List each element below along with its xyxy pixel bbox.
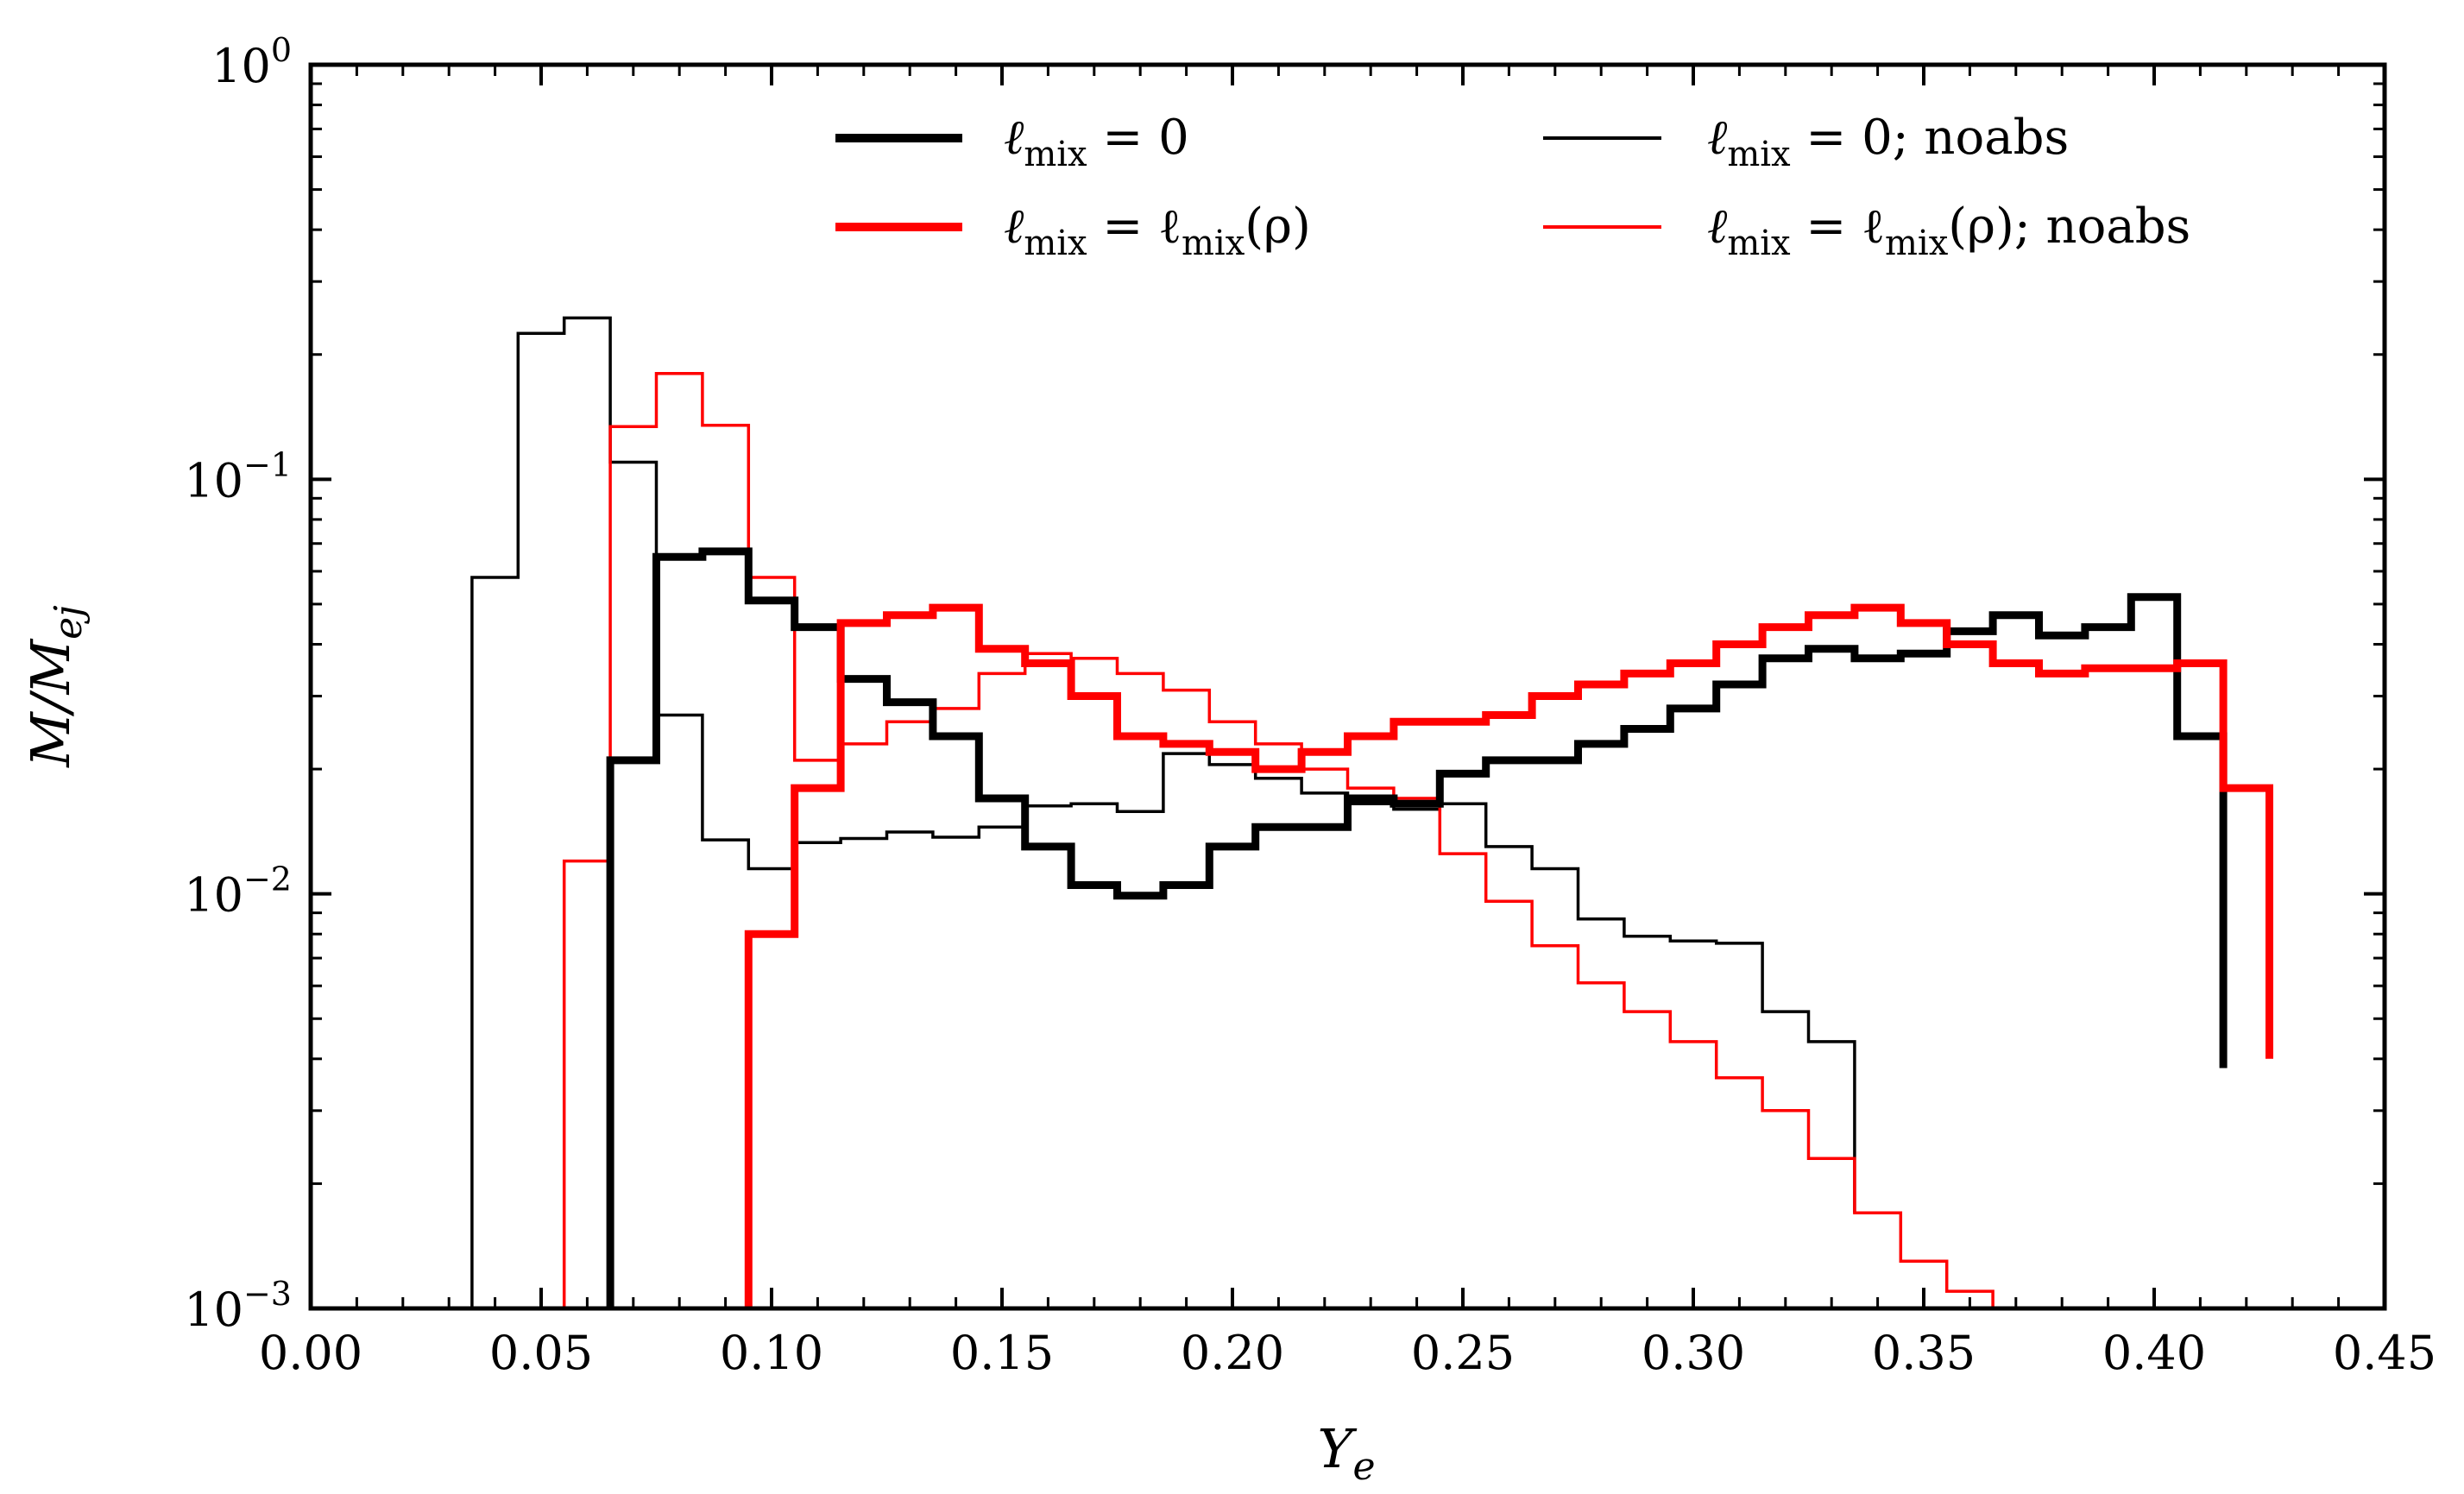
x-axis-title: Ye: [1318, 1417, 1376, 1489]
y-tick-label: 100: [211, 31, 292, 93]
legend: ℓmix = 0 ℓmix = ℓmix(ρ) ℓmix = 0; noabs …: [835, 110, 2190, 263]
x-tick-label: 0.40: [2102, 1326, 2206, 1380]
legend-label-lmix0-noabs: ℓmix = 0; noabs: [1707, 110, 2069, 174]
series-lmix-rho: [744, 603, 2273, 1308]
series-lmix0-noabs: [470, 316, 1856, 1308]
plot-frame: [308, 62, 2387, 1311]
x-tick-label: 0.10: [720, 1326, 823, 1380]
y-axis-title: M/Mej: [19, 605, 91, 768]
y-axis-title-sub: ej: [47, 605, 91, 640]
x-tick-label: 0.15: [950, 1326, 1054, 1380]
legend-label-lmix-rho-noabs: ℓmix = ℓmix(ρ); noabs: [1707, 199, 2190, 263]
y-tick-label: 10−1: [184, 445, 292, 507]
x-tick-label: 0.00: [259, 1326, 362, 1380]
x-tick-label: 0.30: [1642, 1326, 1745, 1380]
y-tick-label: 10−2: [184, 860, 292, 923]
series-lmix-rho-noabs: [562, 371, 1995, 1308]
legend-label-lmix-rho: ℓmix = ℓmix(ρ): [1004, 199, 1311, 263]
x-tick-label: 0.45: [2333, 1326, 2436, 1380]
x-tick-label: 0.25: [1411, 1326, 1515, 1380]
x-tick-label: 0.20: [1181, 1326, 1284, 1380]
x-tick-label: 0.35: [1872, 1326, 1976, 1380]
y-tick-label: 10−3: [184, 1275, 292, 1337]
series-lmix0: [606, 547, 2228, 1308]
y-axis-title-main: M/M: [19, 638, 82, 767]
x-axis-title-main: Y: [1318, 1417, 1358, 1480]
tick-labels: 0.00 0.05 0.10 0.15 0.20 0.25 0.30 0.35 0.40 0.45…: [184, 31, 2436, 1380]
x-axis-title-sub: e: [1352, 1445, 1375, 1489]
series-layer: [470, 316, 2273, 1308]
x-tick-label: 0.05: [489, 1326, 593, 1380]
legend-label-lmix0: ℓmix = 0: [1004, 110, 1189, 174]
